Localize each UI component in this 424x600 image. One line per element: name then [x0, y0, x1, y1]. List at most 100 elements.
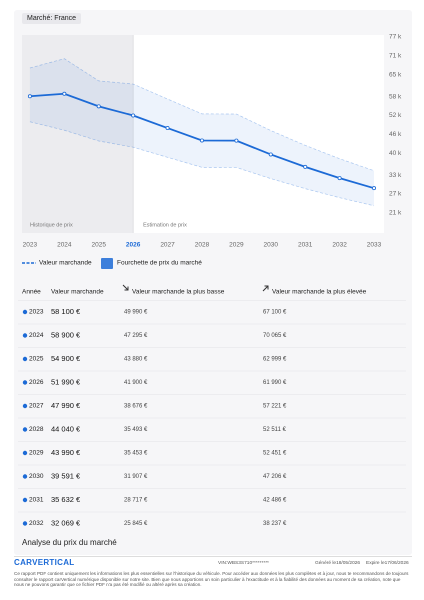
row-bullet [22, 450, 28, 456]
row-bullet [22, 356, 28, 362]
low-cell: 31 907 € [124, 474, 148, 480]
value-cell: 39 591 € [51, 471, 81, 480]
row-bullet [22, 309, 28, 315]
row-bullet [22, 497, 28, 503]
low-cell: 49 990 € [124, 310, 148, 316]
disclaimer-line: consulter le rapport carVertical numériq… [14, 576, 401, 582]
market-value-point [96, 104, 101, 109]
legend-swatch [101, 258, 113, 269]
market-value-point [199, 138, 204, 143]
price-range-edge [29, 121, 375, 207]
arrow-up-icon [262, 285, 269, 292]
year-cell: 2026 [29, 379, 44, 386]
low-cell: 35 493 € [124, 427, 148, 433]
row-bullet [22, 427, 28, 432]
low-cell: 38 676 € [124, 404, 148, 410]
y-tick-label: 40 k [389, 150, 402, 157]
y-tick-label: 77 k [389, 34, 402, 41]
value-cell: 47 990 € [51, 401, 81, 410]
expires: Expire le17/06/2026 [366, 561, 409, 566]
y-tick-label: 52 k [389, 112, 402, 119]
high-cell: 52 451 € [263, 451, 287, 457]
value-cell: 58 100 € [51, 307, 81, 316]
year-cell: 2032 [29, 520, 44, 527]
market-value-point [337, 176, 342, 181]
generated: Généré le18/05/2026 [315, 561, 361, 566]
disclaimer: Ce rapport PDF contient uniquement les i… [14, 571, 412, 588]
high-cell: 52 511 € [263, 427, 287, 433]
year-cell: 2024 [29, 332, 44, 339]
year-cell: 2023 [29, 309, 44, 316]
low-cell: 47 295 € [124, 333, 148, 339]
market-value-point [131, 113, 136, 118]
market-value-point [303, 164, 308, 169]
value-cell: 43 990 € [51, 448, 81, 457]
y-tick-label: 46 k [389, 131, 402, 138]
low-cell: 35 453 € [124, 451, 148, 457]
row-bullet [22, 474, 28, 479]
value-cell: 54 900 € [51, 354, 81, 363]
high-cell: 47 206 € [263, 474, 287, 480]
value-cell: 35 632 € [51, 495, 81, 504]
section-title: Analyse du prix du marché [22, 538, 117, 547]
table-header: Année [22, 289, 41, 296]
chart: Historique de prix Estimation de prix 77 k… [18, 34, 406, 527]
table-header: Valeur marchande la plus élevée [272, 289, 367, 296]
brand: CARVERTICAL [14, 558, 75, 567]
region-label: Historique de prix [30, 222, 73, 228]
high-cell: 70 065 € [263, 333, 287, 339]
value-cell: 58 900 € [51, 330, 81, 339]
history-shade [22, 35, 134, 233]
y-tick-label: 71 k [389, 52, 402, 59]
x-tick-label: 2029 [229, 242, 244, 249]
x-tick-label: 2025 [92, 242, 107, 249]
high-cell: 67 100 € [263, 310, 287, 316]
divider [14, 556, 412, 557]
y-tick-label: 65 k [389, 71, 402, 78]
year-cell: 2030 [29, 473, 44, 480]
year-cell: 2027 [29, 403, 44, 410]
year-cell: 2031 [29, 497, 44, 504]
row-bullet [22, 403, 28, 409]
table-header: Valeur marchande la plus basse [132, 289, 225, 296]
year-cell: 2028 [29, 426, 44, 433]
row-bullet [22, 521, 28, 526]
x-tick-label: 2031 [298, 242, 313, 249]
disclaimer-line: nous ne pouvons garantir que ce fichier … [14, 582, 202, 588]
market-value-point [62, 91, 67, 96]
x-tick-label: 2030 [264, 242, 279, 249]
low-cell: 41 900 € [124, 380, 148, 386]
region-label: Estimation de prix [143, 222, 187, 228]
high-cell: 38 237 € [263, 521, 287, 527]
row-bullet [22, 380, 28, 385]
price-range-edge [29, 58, 375, 172]
y-tick-label: 58 k [389, 93, 402, 100]
x-tick-label: 2032 [332, 242, 347, 249]
low-cell: 43 880 € [124, 357, 148, 363]
year-cell: 2025 [29, 356, 44, 363]
x-tick-label: 2028 [195, 242, 210, 249]
y-tick-label: 27 k [389, 191, 402, 198]
legend-label: Fourchette de prix du marché [117, 260, 202, 267]
x-tick-label: 2026 [126, 242, 141, 249]
arrow-down-icon [122, 284, 129, 291]
market-value-point [268, 152, 273, 157]
market-value-point [27, 94, 32, 99]
market-value-point [372, 186, 377, 191]
value-cell: 32 069 € [51, 518, 81, 527]
legend-label: Valeur marchande [39, 260, 92, 267]
row-bullet [22, 333, 28, 338]
table-header: Valeur marchande [51, 289, 104, 296]
high-cell: 42 486 € [263, 498, 287, 504]
disclaimer-line: Ce rapport PDF contient uniquement les i… [14, 571, 409, 576]
market-value-point [165, 126, 170, 131]
x-tick-label: 2023 [23, 242, 38, 249]
vin: VIN:WBS3S710********* [218, 561, 269, 566]
price-range-area [29, 58, 375, 206]
year-cell: 2029 [29, 450, 44, 457]
value-cell: 51 990 € [51, 377, 81, 386]
high-cell: 62 999 € [263, 357, 287, 363]
high-cell: 57 221 € [263, 404, 287, 410]
low-cell: 28 717 € [124, 498, 148, 504]
